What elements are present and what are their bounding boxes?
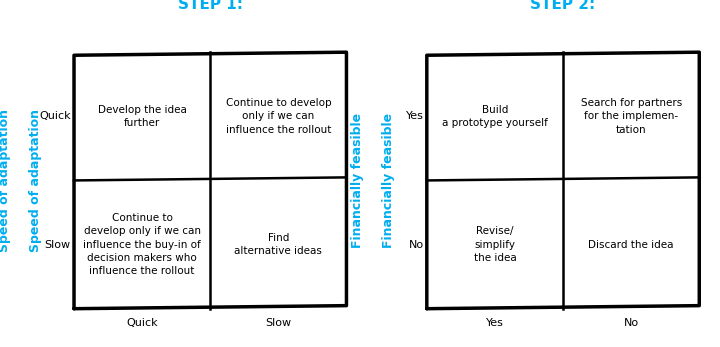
Text: Speed of adaptation: Speed of adaptation: [30, 109, 42, 252]
Text: Yes: Yes: [486, 318, 504, 328]
Text: Financially feasible: Financially feasible: [382, 113, 395, 248]
Text: Speed of adaptation: Speed of adaptation: [0, 109, 11, 252]
Text: No: No: [624, 318, 639, 328]
Text: STEP 1:: STEP 1:: [178, 0, 243, 12]
Text: Slow: Slow: [45, 239, 71, 249]
Text: Search for partners
for the implemen-
tation: Search for partners for the implemen- ta…: [580, 98, 682, 135]
Text: Develop the idea
further: Develop the idea further: [98, 105, 186, 128]
Text: Yes: Yes: [406, 111, 423, 121]
Text: Quick: Quick: [39, 111, 71, 121]
Text: STEP 2:: STEP 2:: [531, 0, 595, 12]
Text: Financially feasible: Financially feasible: [351, 113, 364, 248]
Text: Revise/
simplify
the idea: Revise/ simplify the idea: [474, 226, 516, 263]
Text: Continue to develop
only if we can
influence the rollout: Continue to develop only if we can influ…: [225, 98, 331, 135]
Text: Quick: Quick: [126, 318, 158, 328]
Text: Discard the idea: Discard the idea: [588, 239, 674, 249]
Text: Slow: Slow: [265, 318, 292, 328]
Text: No: No: [408, 239, 423, 249]
Text: Build
a prototype yourself: Build a prototype yourself: [442, 105, 548, 128]
Text: Find
alternative ideas: Find alternative ideas: [235, 233, 323, 256]
Text: Continue to
develop only if we can
influence the buy-in of
decision makers who
i: Continue to develop only if we can influ…: [84, 213, 201, 276]
